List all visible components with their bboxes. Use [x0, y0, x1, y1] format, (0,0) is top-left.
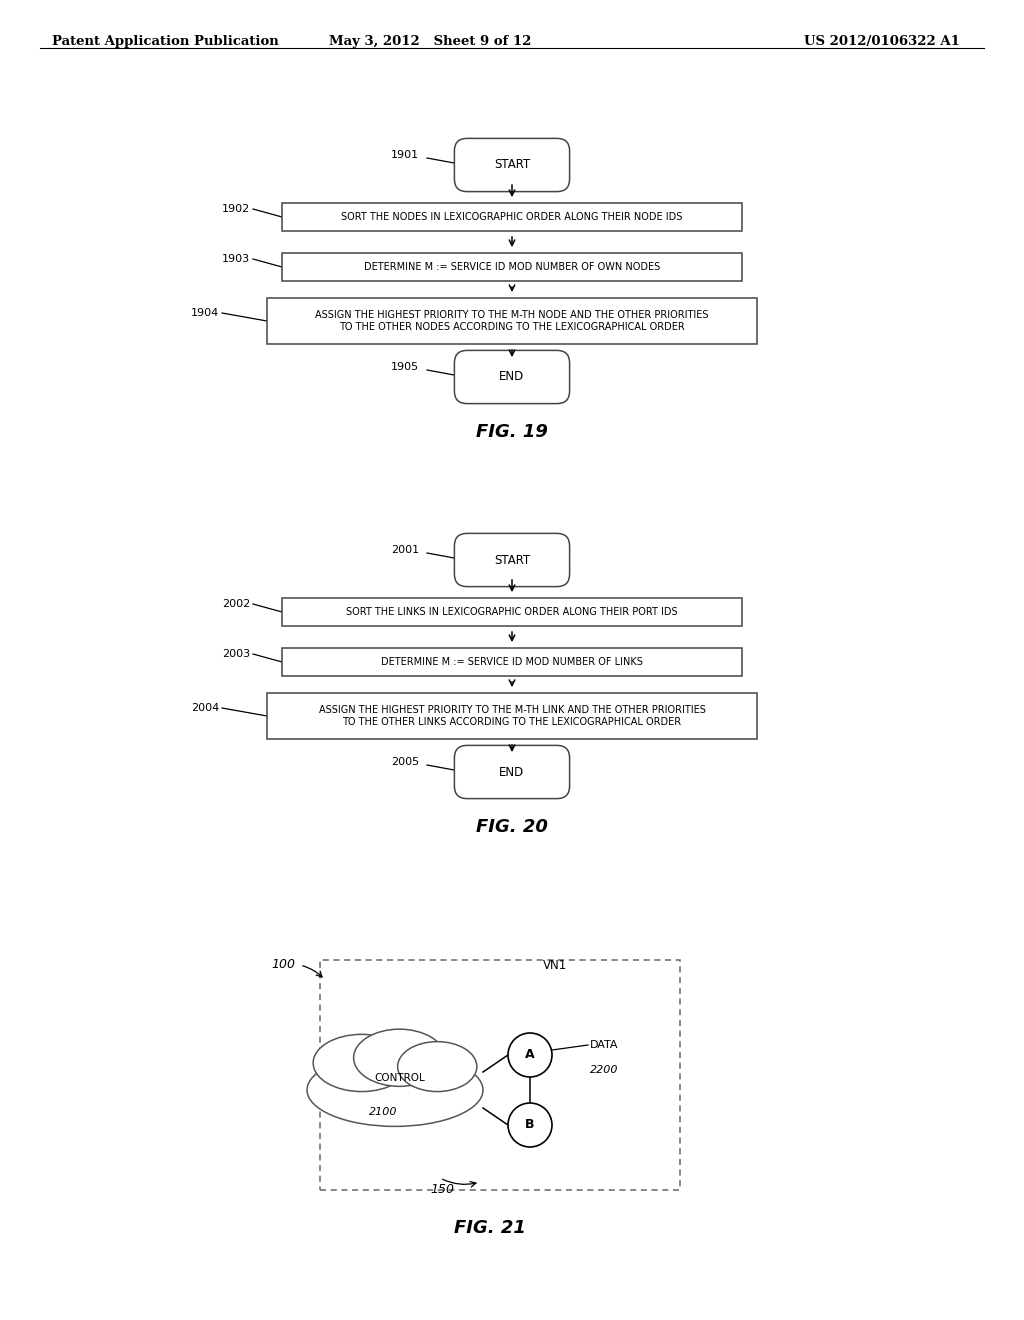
Text: END: END — [500, 766, 524, 779]
Bar — [282, 648, 742, 676]
Bar — [282, 203, 742, 231]
Ellipse shape — [307, 1053, 483, 1126]
Text: DETERMINE M := SERVICE ID MOD NUMBER OF OWN NODES: DETERMINE M := SERVICE ID MOD NUMBER OF … — [364, 261, 660, 272]
Ellipse shape — [397, 1041, 477, 1092]
Text: 2002: 2002 — [222, 599, 250, 609]
Text: SORT THE LINKS IN LEXICOGRAPHIC ORDER ALONG THEIR PORT IDS: SORT THE LINKS IN LEXICOGRAPHIC ORDER AL… — [346, 607, 678, 616]
Text: 150: 150 — [430, 1183, 454, 1196]
Text: 1905: 1905 — [391, 362, 419, 372]
Text: 1902: 1902 — [222, 205, 250, 214]
Text: START: START — [494, 553, 530, 566]
FancyBboxPatch shape — [455, 746, 569, 799]
Text: START: START — [494, 158, 530, 172]
Text: US 2012/0106322 A1: US 2012/0106322 A1 — [804, 36, 961, 48]
Bar — [282, 253, 742, 281]
Circle shape — [508, 1104, 552, 1147]
FancyBboxPatch shape — [455, 533, 569, 586]
Text: Patent Application Publication: Patent Application Publication — [52, 36, 279, 48]
Text: CONTROL: CONTROL — [375, 1073, 425, 1082]
Text: 2100: 2100 — [369, 1107, 397, 1117]
Text: B: B — [525, 1118, 535, 1131]
FancyBboxPatch shape — [455, 350, 569, 404]
Text: FIG. 21: FIG. 21 — [454, 1218, 526, 1237]
Text: END: END — [500, 371, 524, 384]
Circle shape — [508, 1034, 552, 1077]
Bar — [282, 598, 742, 626]
Text: DETERMINE M := SERVICE ID MOD NUMBER OF LINKS: DETERMINE M := SERVICE ID MOD NUMBER OF … — [381, 657, 643, 667]
Text: A: A — [525, 1048, 535, 1061]
Text: 100: 100 — [271, 958, 295, 972]
Text: 1901: 1901 — [391, 150, 419, 160]
Bar — [319, 960, 680, 1191]
Text: ASSIGN THE HIGHEST PRIORITY TO THE M-TH NODE AND THE OTHER PRIORITIES
TO THE OTH: ASSIGN THE HIGHEST PRIORITY TO THE M-TH … — [315, 310, 709, 331]
Ellipse shape — [353, 1030, 445, 1086]
Text: 2005: 2005 — [391, 756, 419, 767]
Text: ASSIGN THE HIGHEST PRIORITY TO THE M-TH LINK AND THE OTHER PRIORITIES
TO THE OTH: ASSIGN THE HIGHEST PRIORITY TO THE M-TH … — [318, 705, 706, 727]
Text: 2200: 2200 — [590, 1065, 618, 1074]
Bar — [267, 693, 757, 739]
Bar — [267, 298, 757, 345]
Text: FIG. 19: FIG. 19 — [476, 422, 548, 441]
Text: SORT THE NODES IN LEXICOGRAPHIC ORDER ALONG THEIR NODE IDS: SORT THE NODES IN LEXICOGRAPHIC ORDER AL… — [341, 213, 683, 222]
Ellipse shape — [313, 1035, 410, 1092]
Text: 1904: 1904 — [190, 308, 219, 318]
Text: DATA: DATA — [590, 1040, 618, 1049]
Text: 2004: 2004 — [190, 704, 219, 713]
Text: 2003: 2003 — [222, 649, 250, 659]
Text: May 3, 2012   Sheet 9 of 12: May 3, 2012 Sheet 9 of 12 — [329, 36, 531, 48]
Text: VN1: VN1 — [543, 960, 567, 972]
Text: FIG. 20: FIG. 20 — [476, 818, 548, 836]
FancyBboxPatch shape — [455, 139, 569, 191]
Text: 1903: 1903 — [222, 253, 250, 264]
Text: 2001: 2001 — [391, 545, 419, 554]
